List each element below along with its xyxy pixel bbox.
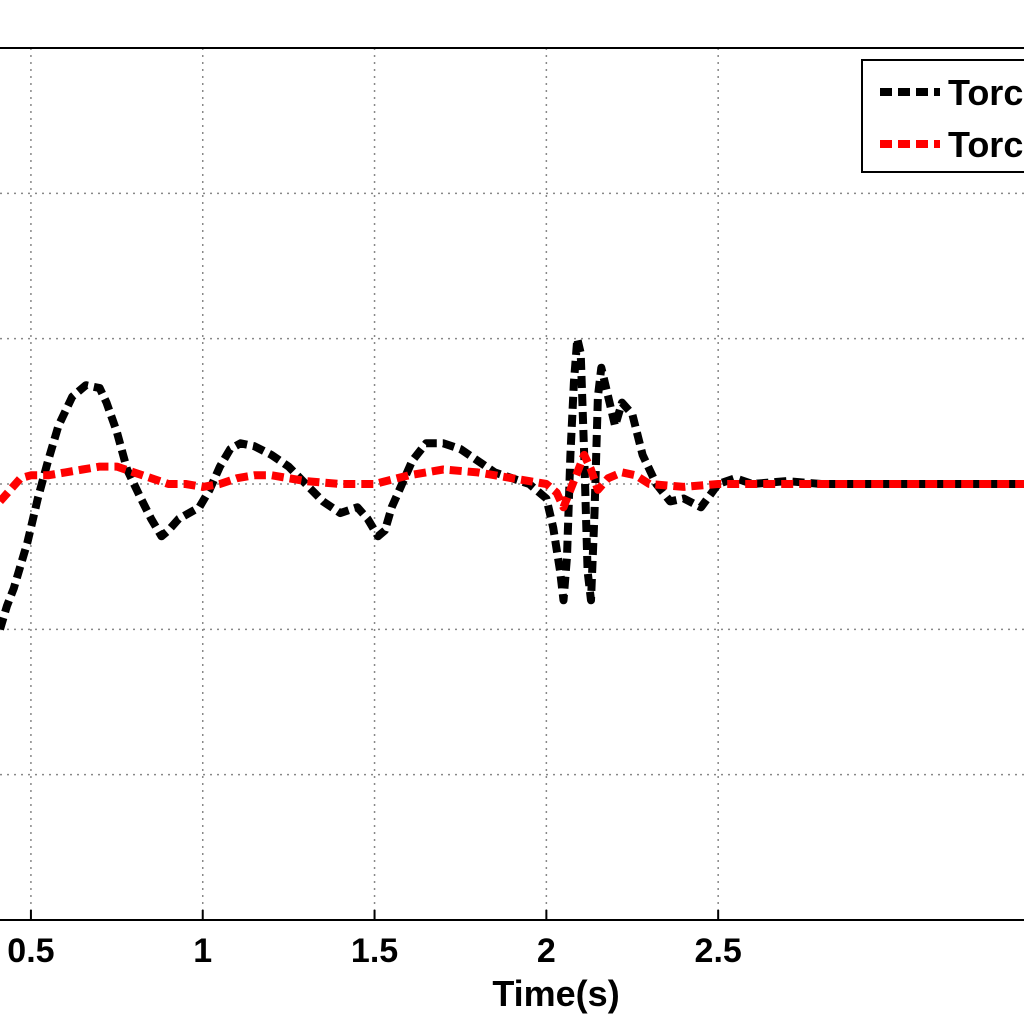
grid bbox=[0, 48, 1024, 920]
x-tick-label-1: 1 bbox=[193, 932, 212, 970]
series-line-1 bbox=[0, 450, 1024, 512]
legend-entry-red: Torc bbox=[948, 124, 1023, 165]
series-layer bbox=[0, 334, 1024, 631]
legend-box bbox=[861, 59, 1024, 173]
legend: Torc Torc bbox=[861, 59, 1024, 173]
x-axis-label: Time(s) bbox=[492, 973, 619, 1014]
x-ticks: 0.5 1 1.5 2 2.5 bbox=[7, 910, 742, 970]
legend-entry-black: Torc bbox=[948, 72, 1023, 113]
x-tick-label-3: 2 bbox=[537, 932, 556, 970]
x-tick-label-4: 2.5 bbox=[695, 932, 742, 970]
x-tick-label-0: 0.5 bbox=[7, 932, 54, 970]
x-tick-label-2: 1.5 bbox=[351, 932, 398, 970]
